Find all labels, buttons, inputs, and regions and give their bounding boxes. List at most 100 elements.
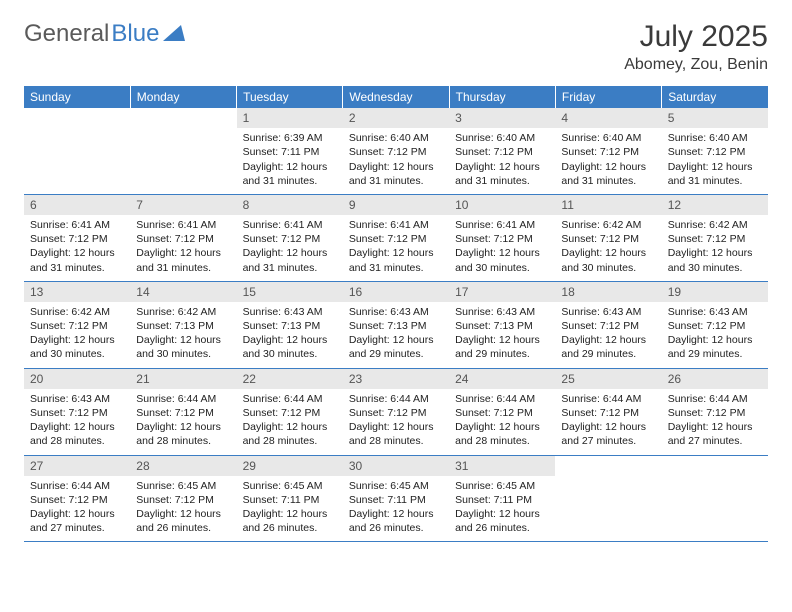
sunset-text: Sunset: 7:12 PM (136, 406, 230, 420)
calendar-day: 31Sunrise: 6:45 AMSunset: 7:11 PMDayligh… (449, 455, 555, 542)
day-number: 26 (662, 369, 768, 389)
sunrise-text: Sunrise: 6:42 AM (668, 218, 762, 232)
calendar-day: 3Sunrise: 6:40 AMSunset: 7:12 PMDaylight… (449, 108, 555, 194)
sunset-text: Sunset: 7:13 PM (349, 319, 443, 333)
daylight-text: Daylight: 12 hours and 29 minutes. (561, 333, 655, 361)
sunset-text: Sunset: 7:12 PM (349, 406, 443, 420)
calendar-week: 6Sunrise: 6:41 AMSunset: 7:12 PMDaylight… (24, 194, 768, 281)
calendar-week: 27Sunrise: 6:44 AMSunset: 7:12 PMDayligh… (24, 455, 768, 542)
day-content: Sunrise: 6:44 AMSunset: 7:12 PMDaylight:… (24, 476, 130, 542)
day-content: Sunrise: 6:40 AMSunset: 7:12 PMDaylight:… (555, 128, 661, 194)
daylight-text: Daylight: 12 hours and 30 minutes. (136, 333, 230, 361)
calendar-day: 19Sunrise: 6:43 AMSunset: 7:12 PMDayligh… (662, 281, 768, 368)
day-content: Sunrise: 6:44 AMSunset: 7:12 PMDaylight:… (662, 389, 768, 455)
sunset-text: Sunset: 7:11 PM (243, 145, 337, 159)
sunrise-text: Sunrise: 6:43 AM (668, 305, 762, 319)
calendar-day: . (662, 455, 768, 542)
day-number: 23 (343, 369, 449, 389)
sunrise-text: Sunrise: 6:41 AM (136, 218, 230, 232)
calendar-day: 21Sunrise: 6:44 AMSunset: 7:12 PMDayligh… (130, 368, 236, 455)
sunset-text: Sunset: 7:12 PM (455, 406, 549, 420)
calendar-day: 9Sunrise: 6:41 AMSunset: 7:12 PMDaylight… (343, 194, 449, 281)
calendar-day: 24Sunrise: 6:44 AMSunset: 7:12 PMDayligh… (449, 368, 555, 455)
day-content: Sunrise: 6:43 AMSunset: 7:12 PMDaylight:… (662, 302, 768, 368)
calendar-day: 8Sunrise: 6:41 AMSunset: 7:12 PMDaylight… (237, 194, 343, 281)
calendar-day: 26Sunrise: 6:44 AMSunset: 7:12 PMDayligh… (662, 368, 768, 455)
sunrise-text: Sunrise: 6:42 AM (561, 218, 655, 232)
daylight-text: Daylight: 12 hours and 31 minutes. (30, 246, 124, 274)
daylight-text: Daylight: 12 hours and 28 minutes. (136, 420, 230, 448)
sunset-text: Sunset: 7:13 PM (455, 319, 549, 333)
day-content: Sunrise: 6:45 AMSunset: 7:11 PMDaylight:… (449, 476, 555, 542)
calendar-day: 4Sunrise: 6:40 AMSunset: 7:12 PMDaylight… (555, 108, 661, 194)
sunset-text: Sunset: 7:12 PM (30, 493, 124, 507)
day-number: 15 (237, 282, 343, 302)
day-number: 16 (343, 282, 449, 302)
calendar-day: 27Sunrise: 6:44 AMSunset: 7:12 PMDayligh… (24, 455, 130, 542)
calendar-day: 14Sunrise: 6:42 AMSunset: 7:13 PMDayligh… (130, 281, 236, 368)
sunrise-text: Sunrise: 6:43 AM (349, 305, 443, 319)
day-content: Sunrise: 6:41 AMSunset: 7:12 PMDaylight:… (130, 215, 236, 281)
sunset-text: Sunset: 7:12 PM (668, 145, 762, 159)
day-content: Sunrise: 6:44 AMSunset: 7:12 PMDaylight:… (237, 389, 343, 455)
weekday-header: Wednesday (343, 86, 449, 108)
calendar-week: 13Sunrise: 6:42 AMSunset: 7:12 PMDayligh… (24, 281, 768, 368)
day-number: 25 (555, 369, 661, 389)
calendar-day: 7Sunrise: 6:41 AMSunset: 7:12 PMDaylight… (130, 194, 236, 281)
day-number: 5 (662, 108, 768, 128)
sunrise-text: Sunrise: 6:40 AM (455, 131, 549, 145)
sunrise-text: Sunrise: 6:44 AM (349, 392, 443, 406)
sunset-text: Sunset: 7:12 PM (30, 406, 124, 420)
daylight-text: Daylight: 12 hours and 31 minutes. (243, 160, 337, 188)
sunset-text: Sunset: 7:12 PM (668, 319, 762, 333)
sunset-text: Sunset: 7:12 PM (668, 232, 762, 246)
daylight-text: Daylight: 12 hours and 27 minutes. (30, 507, 124, 535)
sunset-text: Sunset: 7:11 PM (455, 493, 549, 507)
day-content: Sunrise: 6:39 AMSunset: 7:11 PMDaylight:… (237, 128, 343, 194)
day-content: Sunrise: 6:44 AMSunset: 7:12 PMDaylight:… (555, 389, 661, 455)
sunrise-text: Sunrise: 6:40 AM (668, 131, 762, 145)
month-title: July 2025 (624, 20, 768, 54)
sunset-text: Sunset: 7:12 PM (30, 319, 124, 333)
sunset-text: Sunset: 7:12 PM (455, 145, 549, 159)
calendar-day: 29Sunrise: 6:45 AMSunset: 7:11 PMDayligh… (237, 455, 343, 542)
sunrise-text: Sunrise: 6:41 AM (30, 218, 124, 232)
sunrise-text: Sunrise: 6:41 AM (349, 218, 443, 232)
daylight-text: Daylight: 12 hours and 26 minutes. (455, 507, 549, 535)
daylight-text: Daylight: 12 hours and 31 minutes. (243, 246, 337, 274)
day-content: Sunrise: 6:41 AMSunset: 7:12 PMDaylight:… (449, 215, 555, 281)
day-number: 1 (237, 108, 343, 128)
sunset-text: Sunset: 7:12 PM (561, 319, 655, 333)
calendar-day: 22Sunrise: 6:44 AMSunset: 7:12 PMDayligh… (237, 368, 343, 455)
sunrise-text: Sunrise: 6:41 AM (243, 218, 337, 232)
sunrise-text: Sunrise: 6:43 AM (561, 305, 655, 319)
day-content: Sunrise: 6:44 AMSunset: 7:12 PMDaylight:… (449, 389, 555, 455)
day-content: Sunrise: 6:40 AMSunset: 7:12 PMDaylight:… (662, 128, 768, 194)
calendar-day: 17Sunrise: 6:43 AMSunset: 7:13 PMDayligh… (449, 281, 555, 368)
day-number: 6 (24, 195, 130, 215)
sunrise-text: Sunrise: 6:45 AM (243, 479, 337, 493)
calendar-day: 12Sunrise: 6:42 AMSunset: 7:12 PMDayligh… (662, 194, 768, 281)
day-number: 20 (24, 369, 130, 389)
sunset-text: Sunset: 7:13 PM (136, 319, 230, 333)
sunset-text: Sunset: 7:12 PM (561, 232, 655, 246)
daylight-text: Daylight: 12 hours and 29 minutes. (455, 333, 549, 361)
daylight-text: Daylight: 12 hours and 31 minutes. (349, 160, 443, 188)
daylight-text: Daylight: 12 hours and 29 minutes. (349, 333, 443, 361)
sunset-text: Sunset: 7:13 PM (243, 319, 337, 333)
daylight-text: Daylight: 12 hours and 28 minutes. (349, 420, 443, 448)
sunrise-text: Sunrise: 6:41 AM (455, 218, 549, 232)
header: GeneralBlue July 2025 Abomey, Zou, Benin (24, 20, 768, 74)
day-number: 2 (343, 108, 449, 128)
day-content: Sunrise: 6:43 AMSunset: 7:13 PMDaylight:… (343, 302, 449, 368)
daylight-text: Daylight: 12 hours and 31 minutes. (561, 160, 655, 188)
day-number: 22 (237, 369, 343, 389)
day-number: 27 (24, 456, 130, 476)
day-number: 13 (24, 282, 130, 302)
day-content: Sunrise: 6:42 AMSunset: 7:13 PMDaylight:… (130, 302, 236, 368)
daylight-text: Daylight: 12 hours and 31 minutes. (136, 246, 230, 274)
sunset-text: Sunset: 7:12 PM (243, 232, 337, 246)
calendar-day: 16Sunrise: 6:43 AMSunset: 7:13 PMDayligh… (343, 281, 449, 368)
sunrise-text: Sunrise: 6:44 AM (30, 479, 124, 493)
sunrise-text: Sunrise: 6:45 AM (455, 479, 549, 493)
